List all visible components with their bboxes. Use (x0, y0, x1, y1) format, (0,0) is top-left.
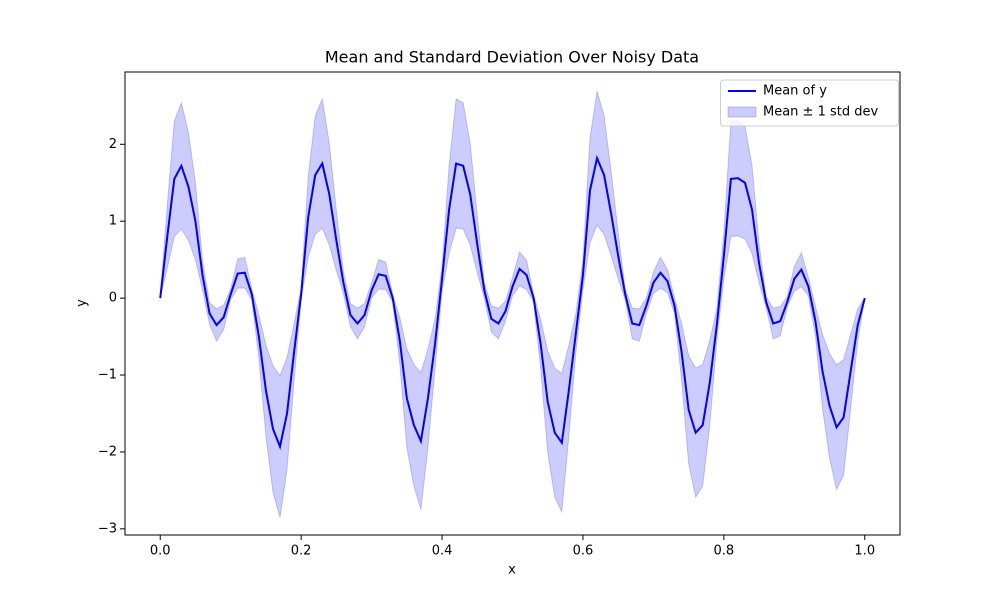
mean-line (159, 154, 866, 450)
x-tick-label: 1.0 (854, 544, 875, 559)
y-tick-label: 2 (109, 137, 117, 152)
legend-box (720, 79, 899, 127)
x-tick-label: 0.6 (573, 544, 594, 559)
legend-patch (727, 106, 757, 118)
x-axis-label: x (508, 563, 516, 578)
x-tick-label: 0.4 (432, 544, 453, 559)
x-tick-label: 0.0 (150, 544, 171, 559)
y-tick-label: 0 (109, 291, 117, 306)
y-tick-label: 1 (109, 214, 117, 229)
legend-label: Mean ± 1 std dev (763, 105, 878, 120)
x-tick-label: 0.2 (291, 544, 312, 559)
x-tick-label: 0.8 (714, 544, 735, 559)
legend-label: Mean of y (763, 84, 827, 99)
y-tick-label: −1 (98, 368, 117, 383)
y-tick-label: −3 (98, 521, 117, 536)
y-axis-label: y (75, 299, 90, 307)
axes-frame (124, 71, 901, 536)
y-tick-label: −2 (98, 444, 117, 459)
chart-title: Mean and Standard Deviation Over Noisy D… (325, 48, 699, 67)
